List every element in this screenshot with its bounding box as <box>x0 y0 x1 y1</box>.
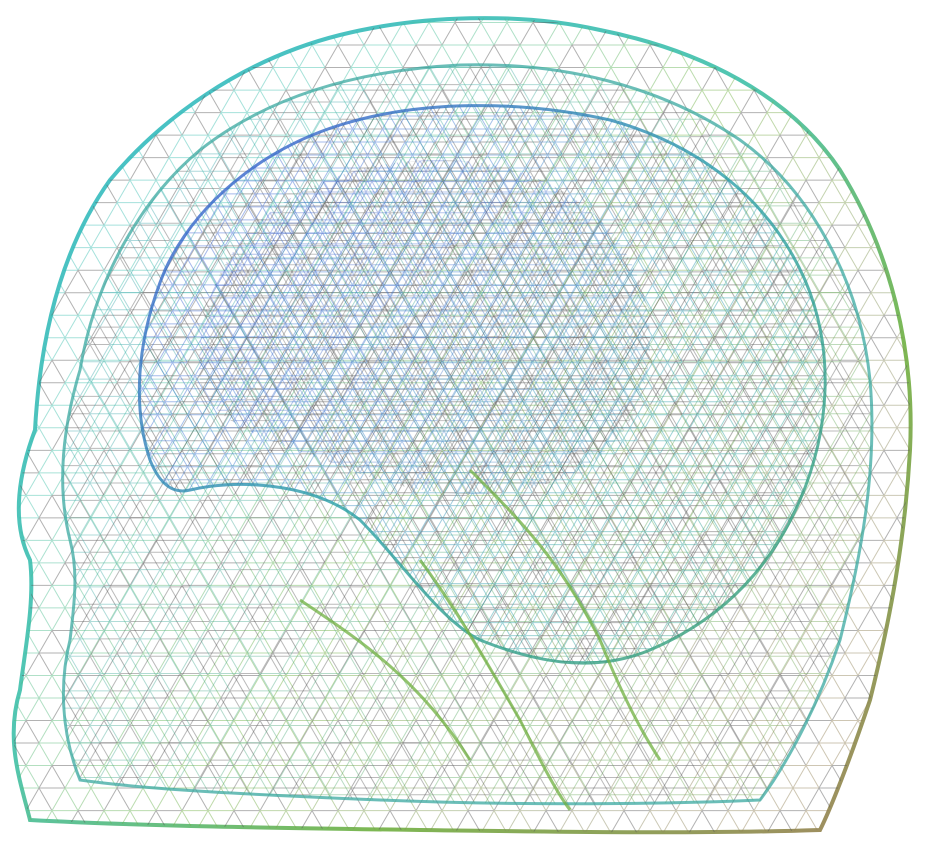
scalp-outline <box>11 16 913 835</box>
skull-outline <box>61 63 874 806</box>
brain-outline <box>137 104 827 665</box>
cerebellum-outline <box>299 468 662 811</box>
